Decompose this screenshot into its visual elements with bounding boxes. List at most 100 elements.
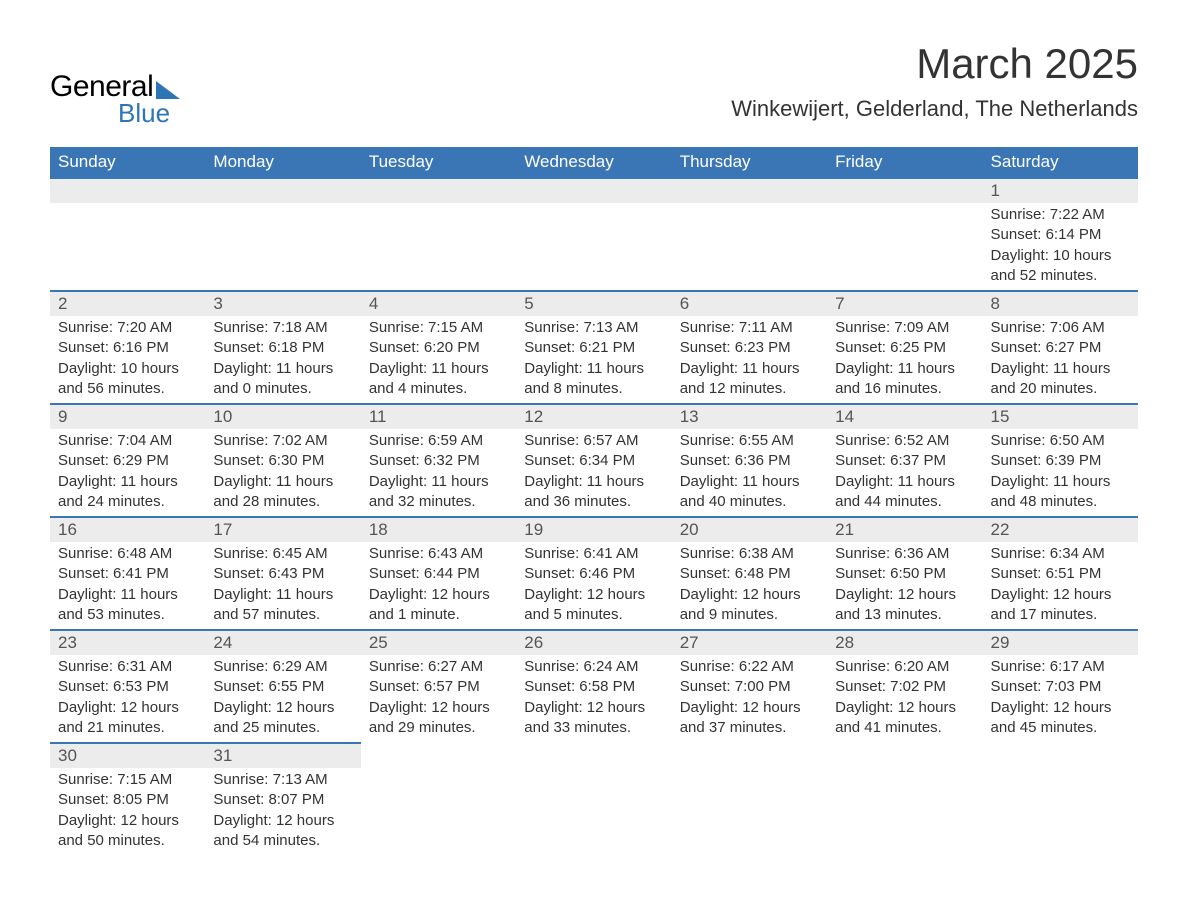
sunset-text: Sunset: 6:51 PM (991, 564, 1130, 584)
day-header: Wednesday (516, 147, 671, 178)
week-daynum-row: 16171819202122 (50, 517, 1138, 542)
sunset-text: Sunset: 7:02 PM (835, 677, 974, 697)
week-detail-row: Sunrise: 7:15 AMSunset: 8:05 PMDaylight:… (50, 768, 1138, 855)
day-detail-cell: Sunrise: 7:15 AMSunset: 8:05 PMDaylight:… (50, 768, 205, 855)
daylight-text: and 20 minutes. (991, 379, 1130, 399)
daylight-text: Daylight: 11 hours (213, 585, 352, 605)
day-detail-cell (361, 203, 516, 291)
day-number-cell: 1 (983, 178, 1138, 203)
day-detail-cell: Sunrise: 6:24 AMSunset: 6:58 PMDaylight:… (516, 655, 671, 743)
daylight-text: Daylight: 11 hours (58, 472, 197, 492)
daylight-text: Daylight: 11 hours (524, 359, 663, 379)
day-number-cell: 26 (516, 630, 671, 655)
sunrise-text: Sunrise: 6:29 AM (213, 657, 352, 677)
daylight-text: Daylight: 12 hours (680, 698, 819, 718)
day-number-cell (827, 178, 982, 203)
daylight-text: and 5 minutes. (524, 605, 663, 625)
sunset-text: Sunset: 6:32 PM (369, 451, 508, 471)
day-header: Thursday (672, 147, 827, 178)
day-detail-cell: Sunrise: 7:02 AMSunset: 6:30 PMDaylight:… (205, 429, 360, 517)
day-detail-cell: Sunrise: 7:20 AMSunset: 6:16 PMDaylight:… (50, 316, 205, 404)
daylight-text: and 24 minutes. (58, 492, 197, 512)
day-detail-cell: Sunrise: 6:55 AMSunset: 6:36 PMDaylight:… (672, 429, 827, 517)
day-detail-cell: Sunrise: 6:52 AMSunset: 6:37 PMDaylight:… (827, 429, 982, 517)
sunrise-text: Sunrise: 6:24 AM (524, 657, 663, 677)
day-detail-cell (672, 768, 827, 855)
day-detail-cell: Sunrise: 6:57 AMSunset: 6:34 PMDaylight:… (516, 429, 671, 517)
sunrise-text: Sunrise: 6:50 AM (991, 431, 1130, 451)
day-number-cell: 9 (50, 404, 205, 429)
daylight-text: and 32 minutes. (369, 492, 508, 512)
location-subtitle: Winkewijert, Gelderland, The Netherlands (731, 96, 1138, 122)
sunset-text: Sunset: 8:07 PM (213, 790, 352, 810)
daylight-text: and 25 minutes. (213, 718, 352, 738)
sunrise-text: Sunrise: 7:02 AM (213, 431, 352, 451)
day-number-cell: 24 (205, 630, 360, 655)
week-detail-row: Sunrise: 6:48 AMSunset: 6:41 PMDaylight:… (50, 542, 1138, 630)
day-number-cell: 25 (361, 630, 516, 655)
week-daynum-row: 9101112131415 (50, 404, 1138, 429)
daylight-text: Daylight: 11 hours (835, 359, 974, 379)
sunset-text: Sunset: 6:27 PM (991, 338, 1130, 358)
daylight-text: Daylight: 11 hours (369, 359, 508, 379)
daylight-text: and 41 minutes. (835, 718, 974, 738)
daylight-text: and 9 minutes. (680, 605, 819, 625)
sunset-text: Sunset: 6:34 PM (524, 451, 663, 471)
day-detail-cell: Sunrise: 6:38 AMSunset: 6:48 PMDaylight:… (672, 542, 827, 630)
daylight-text: and 4 minutes. (369, 379, 508, 399)
daylight-text: and 44 minutes. (835, 492, 974, 512)
day-detail-cell: Sunrise: 7:11 AMSunset: 6:23 PMDaylight:… (672, 316, 827, 404)
daylight-text: Daylight: 11 hours (835, 472, 974, 492)
daylight-text: Daylight: 11 hours (58, 585, 197, 605)
day-header: Tuesday (361, 147, 516, 178)
day-detail-cell: Sunrise: 6:59 AMSunset: 6:32 PMDaylight:… (361, 429, 516, 517)
daylight-text: Daylight: 11 hours (680, 359, 819, 379)
sunset-text: Sunset: 6:44 PM (369, 564, 508, 584)
daylight-text: Daylight: 12 hours (991, 585, 1130, 605)
day-number-cell: 22 (983, 517, 1138, 542)
sunrise-text: Sunrise: 6:57 AM (524, 431, 663, 451)
day-number-cell: 6 (672, 291, 827, 316)
day-number-cell (516, 743, 671, 768)
day-detail-cell: Sunrise: 6:41 AMSunset: 6:46 PMDaylight:… (516, 542, 671, 630)
daylight-text: Daylight: 11 hours (991, 472, 1130, 492)
sunrise-text: Sunrise: 7:15 AM (58, 770, 197, 790)
day-number-cell: 17 (205, 517, 360, 542)
day-detail-cell: Sunrise: 7:09 AMSunset: 6:25 PMDaylight:… (827, 316, 982, 404)
daylight-text: and 36 minutes. (524, 492, 663, 512)
sunrise-text: Sunrise: 6:45 AM (213, 544, 352, 564)
day-detail-cell: Sunrise: 6:27 AMSunset: 6:57 PMDaylight:… (361, 655, 516, 743)
sunset-text: Sunset: 6:29 PM (58, 451, 197, 471)
daylight-text: and 50 minutes. (58, 831, 197, 851)
day-number-cell: 29 (983, 630, 1138, 655)
daylight-text: Daylight: 12 hours (213, 811, 352, 831)
sunrise-text: Sunrise: 7:11 AM (680, 318, 819, 338)
day-number-cell (827, 743, 982, 768)
day-header: Sunday (50, 147, 205, 178)
daylight-text: and 16 minutes. (835, 379, 974, 399)
day-number-cell: 2 (50, 291, 205, 316)
calendar-header-row: SundayMondayTuesdayWednesdayThursdayFrid… (50, 147, 1138, 178)
day-detail-cell (983, 768, 1138, 855)
daylight-text: Daylight: 11 hours (524, 472, 663, 492)
day-number-cell (50, 178, 205, 203)
sunrise-text: Sunrise: 7:06 AM (991, 318, 1130, 338)
sunrise-text: Sunrise: 7:15 AM (369, 318, 508, 338)
daylight-text: and 29 minutes. (369, 718, 508, 738)
day-detail-cell: Sunrise: 6:29 AMSunset: 6:55 PMDaylight:… (205, 655, 360, 743)
day-detail-cell: Sunrise: 6:43 AMSunset: 6:44 PMDaylight:… (361, 542, 516, 630)
day-detail-cell: Sunrise: 6:20 AMSunset: 7:02 PMDaylight:… (827, 655, 982, 743)
day-number-cell: 31 (205, 743, 360, 768)
daylight-text: and 37 minutes. (680, 718, 819, 738)
sunrise-text: Sunrise: 6:36 AM (835, 544, 974, 564)
day-number-cell: 5 (516, 291, 671, 316)
sunset-text: Sunset: 6:58 PM (524, 677, 663, 697)
day-detail-cell: Sunrise: 7:06 AMSunset: 6:27 PMDaylight:… (983, 316, 1138, 404)
sunset-text: Sunset: 6:39 PM (991, 451, 1130, 471)
daylight-text: and 54 minutes. (213, 831, 352, 851)
day-number-cell (516, 178, 671, 203)
daylight-text: Daylight: 12 hours (680, 585, 819, 605)
day-number-cell: 23 (50, 630, 205, 655)
sunrise-text: Sunrise: 6:27 AM (369, 657, 508, 677)
daylight-text: Daylight: 11 hours (680, 472, 819, 492)
